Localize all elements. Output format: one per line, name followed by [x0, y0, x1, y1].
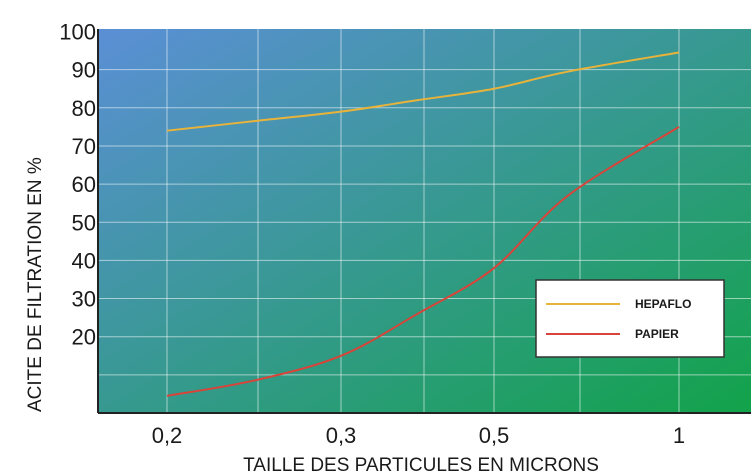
y-tick-labels: 100 90 80 70 60 50 40 30 20: [59, 20, 96, 350]
y-tick-label: 50: [72, 210, 96, 235]
grid-lines: [98, 29, 751, 413]
x-tick-label: 0,3: [326, 423, 357, 448]
y-tick-label: 80: [72, 96, 96, 121]
y-tick-label: 70: [72, 134, 96, 159]
series-layer: [166, 51, 680, 397]
y-tick-label: 20: [72, 325, 96, 350]
y-tick-label: 100: [59, 20, 96, 45]
series-line-papier: [166, 126, 680, 397]
legend-label-papier: PAPIER: [635, 327, 679, 341]
x-tick-label: 0,5: [479, 423, 510, 448]
x-tick-label: 0,2: [152, 423, 183, 448]
x-tick-labels: 0,2 0,3 0,5 1: [152, 423, 685, 448]
series-line-hepaflo: [166, 51, 680, 132]
x-axis-title: TAILLE DES PARTICULES EN MICRONS: [243, 455, 599, 475]
x-tick-label: 1: [673, 423, 685, 448]
y-tick-label: 90: [72, 58, 96, 83]
y-axis-title: ACITE DE FILTRATION EN %: [25, 157, 46, 412]
y-tick-label: 40: [72, 248, 96, 273]
legend-label-hepaflo: HEPAFLO: [635, 297, 691, 311]
y-tick-label: 60: [72, 172, 96, 197]
y-tick-label: 30: [72, 287, 96, 312]
legend-box: [535, 279, 725, 358]
legend: HEPAFLO PAPIER: [535, 279, 725, 358]
